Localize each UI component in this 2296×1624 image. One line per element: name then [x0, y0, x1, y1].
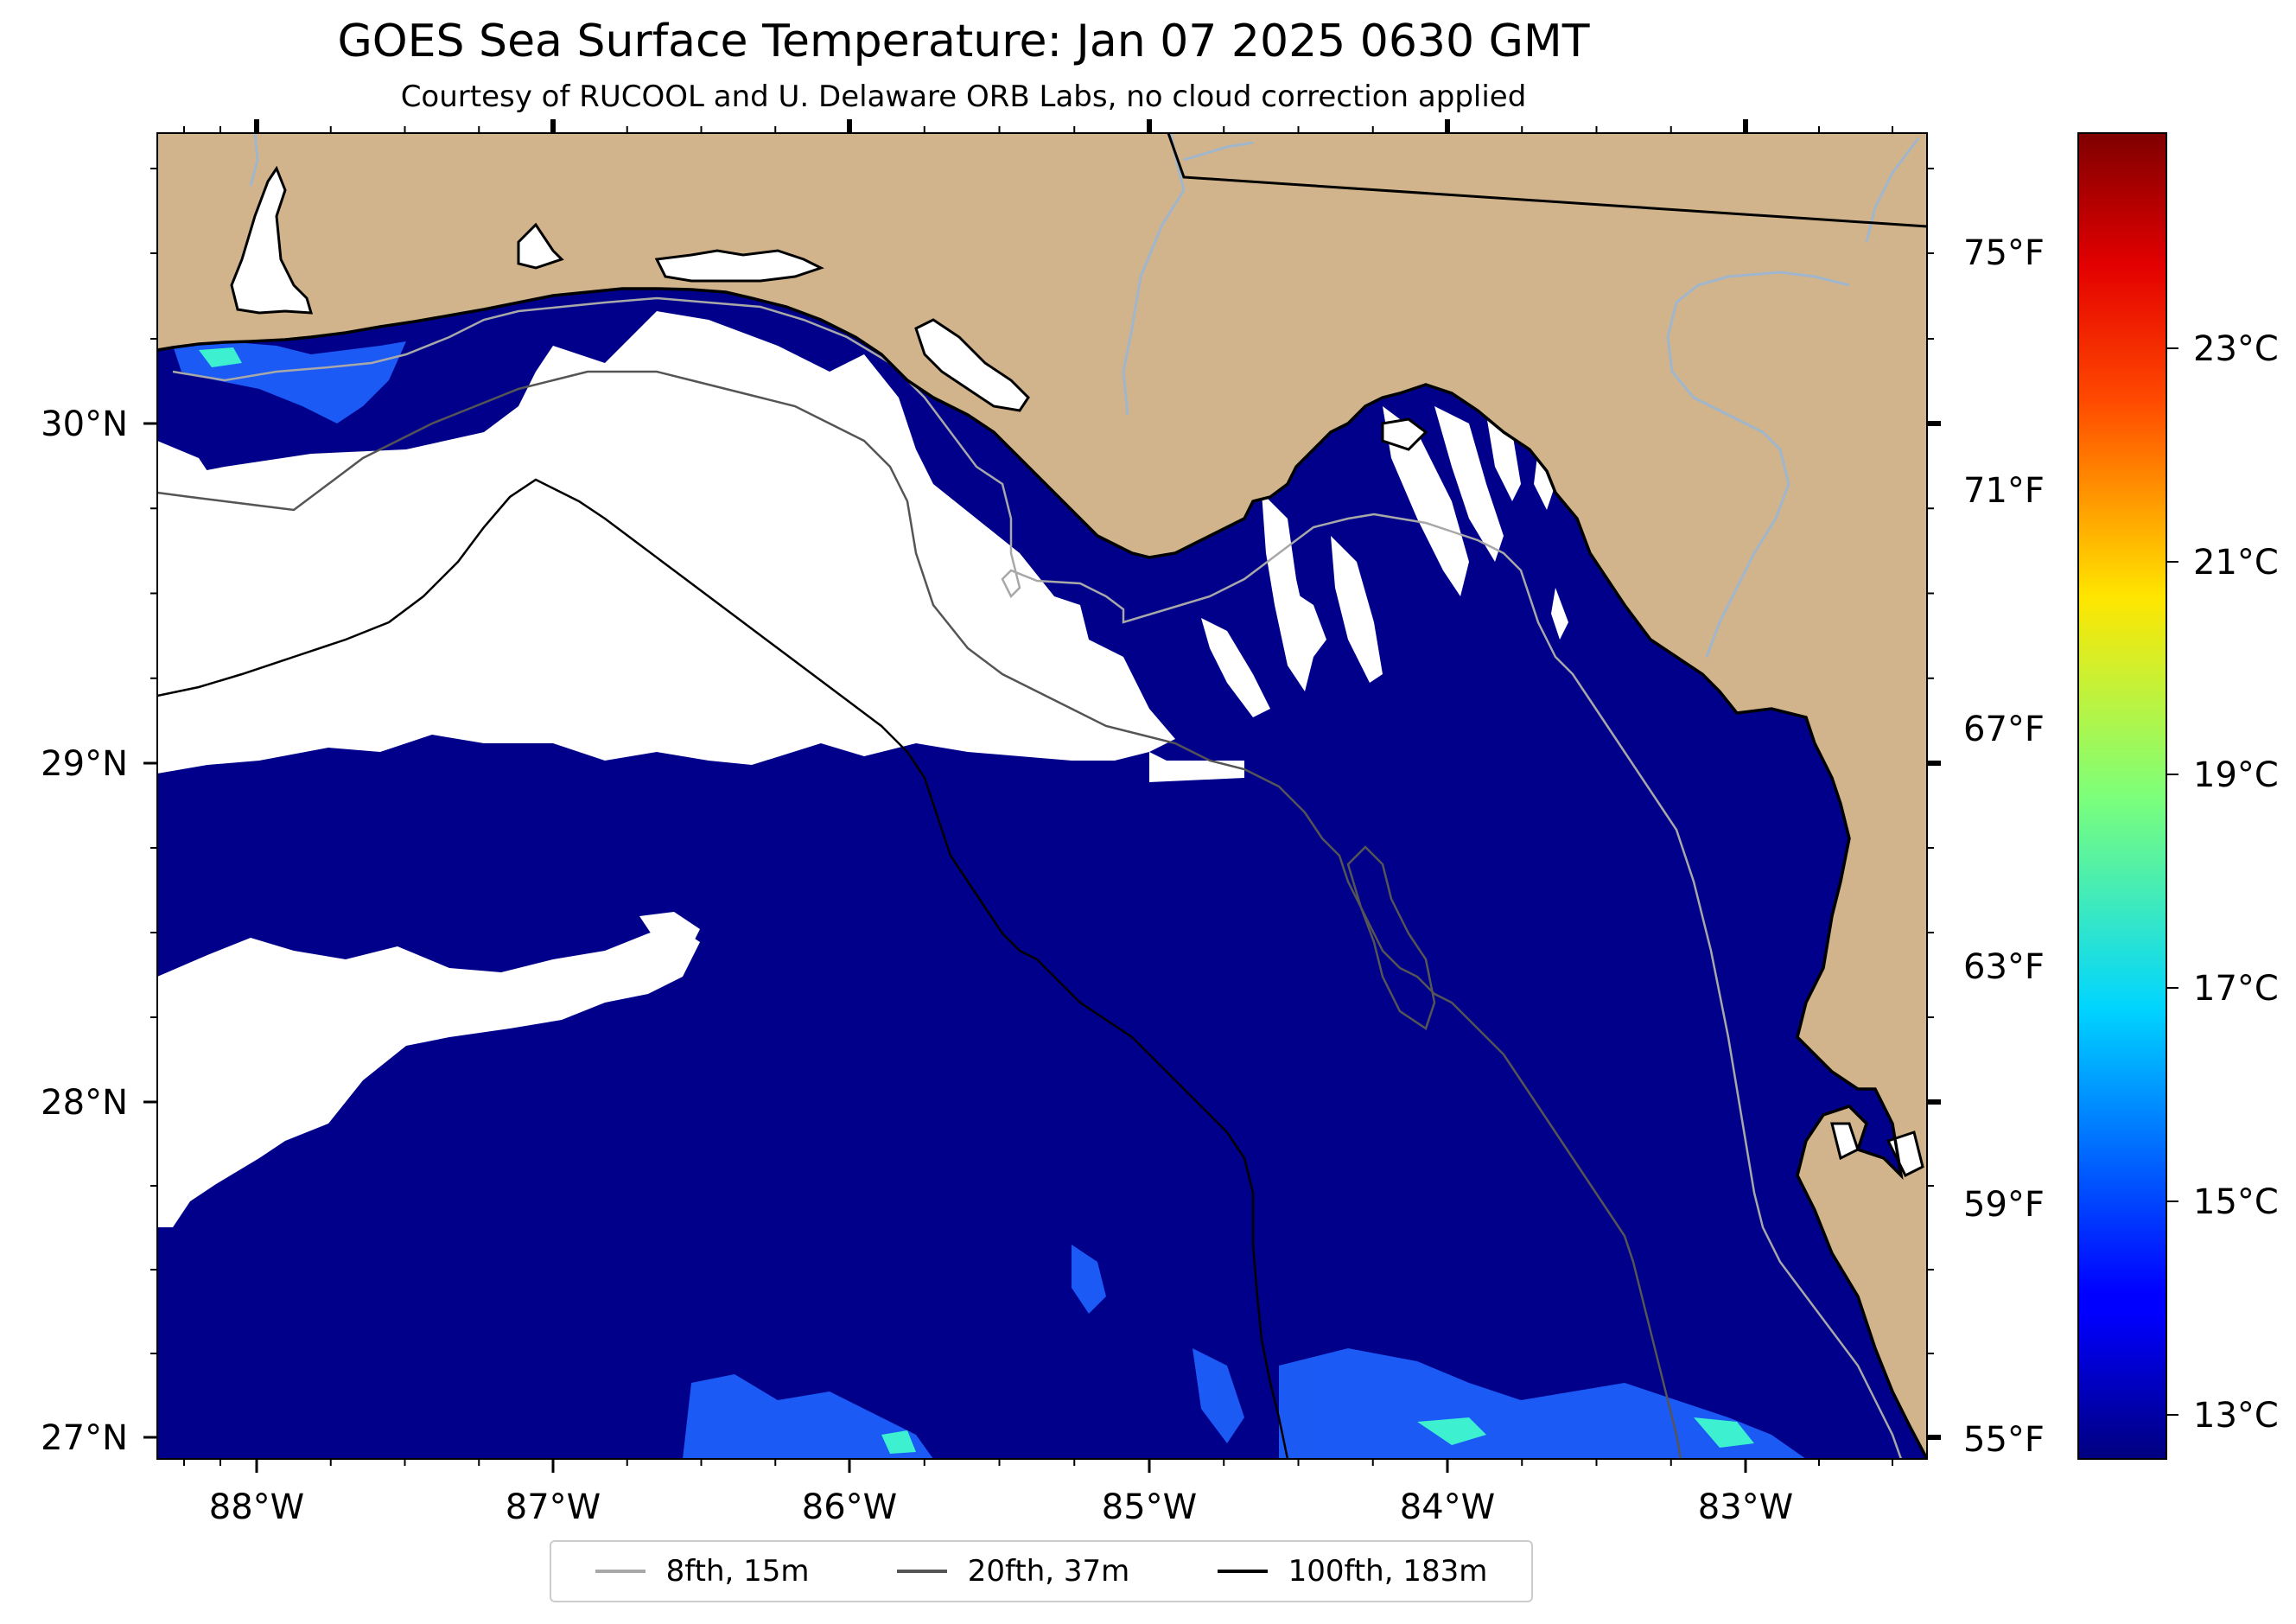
legend-swatch-8fth — [595, 1570, 646, 1573]
legend-label-8fth: 8fth, 15m — [665, 1554, 810, 1589]
lat-label: 29°N — [41, 744, 128, 784]
colorbar-frame — [2077, 132, 2167, 1460]
lat-label: 28°N — [41, 1083, 128, 1123]
legend-label-20fth: 20fth, 37m — [967, 1554, 1130, 1589]
legend-swatch-100fth — [1217, 1570, 1268, 1573]
lon-label: 85°W — [1102, 1487, 1197, 1527]
lon-label: 88°W — [209, 1487, 304, 1527]
legend-item-20fth: 20fth, 37m — [896, 1554, 1130, 1589]
coastline — [157, 287, 1927, 1459]
legend-label-100fth: 100fth, 183m — [1288, 1554, 1488, 1589]
contour-100fth — [157, 478, 1289, 1459]
lon-label: 83°W — [1698, 1487, 1793, 1527]
contour-legend: 8fth, 15m 20fth, 37m 100fth, 183m — [550, 1540, 1533, 1602]
map-title: GOES Sea Surface Temperature: Jan 07 202… — [337, 16, 1590, 67]
celsius-label: 23°C — [2193, 329, 2279, 369]
map-subtitle: Courtesy of RUCOOL and U. Delaware ORB L… — [400, 80, 1527, 114]
fahrenheit-label: 71°F — [1963, 471, 2045, 511]
celsius-label: 21°C — [2193, 543, 2279, 583]
legend-item-8fth: 8fth, 15m — [595, 1554, 810, 1589]
map-area — [157, 133, 1927, 1459]
lon-label: 84°W — [1400, 1487, 1495, 1527]
state-boundary — [1167, 133, 1927, 228]
legend-swatch-20fth — [896, 1570, 947, 1573]
lat-label: 30°N — [41, 404, 128, 444]
celsius-label: 17°C — [2193, 969, 2279, 1009]
celsius-label: 15°C — [2193, 1182, 2279, 1222]
fahrenheit-label: 63°F — [1963, 947, 2045, 987]
bays-and-inlets — [230, 165, 1924, 1178]
colorbar-ticks: 23°C 21°C 19°C 17°C 15°C 13°C — [2166, 329, 2279, 1436]
colorbar: 23°C 21°C 19°C 17°C 15°C 13°C — [2077, 132, 2279, 1460]
lon-label: 86°W — [802, 1487, 897, 1527]
map-frame — [156, 132, 1928, 1460]
contour-8fth — [172, 296, 1903, 1459]
fahrenheit-label: 67°F — [1963, 710, 2045, 749]
celsius-label: 13°C — [2193, 1396, 2279, 1436]
rivers — [249, 133, 1920, 658]
land-mass — [157, 133, 1927, 1459]
map-axes: 88°W 87°W 86°W 85°W 84°W 83°W 30°N 29°N 28°N 27°N… — [41, 119, 2045, 1527]
contour-20fth — [157, 370, 1682, 1459]
fahrenheit-label: 75°F — [1963, 233, 2045, 273]
fahrenheit-label: 59°F — [1963, 1185, 2045, 1225]
fahrenheit-label: 55°F — [1963, 1420, 2045, 1460]
lon-label: 87°W — [506, 1487, 601, 1527]
colorbar-gradient — [2078, 133, 2166, 1459]
legend-item-100fth: 100fth, 183m — [1217, 1554, 1488, 1589]
lat-label: 27°N — [41, 1418, 128, 1458]
celsius-label: 19°C — [2193, 755, 2279, 795]
hot-sst-patches — [199, 347, 1754, 1454]
warm-sst-patches — [173, 341, 1806, 1459]
